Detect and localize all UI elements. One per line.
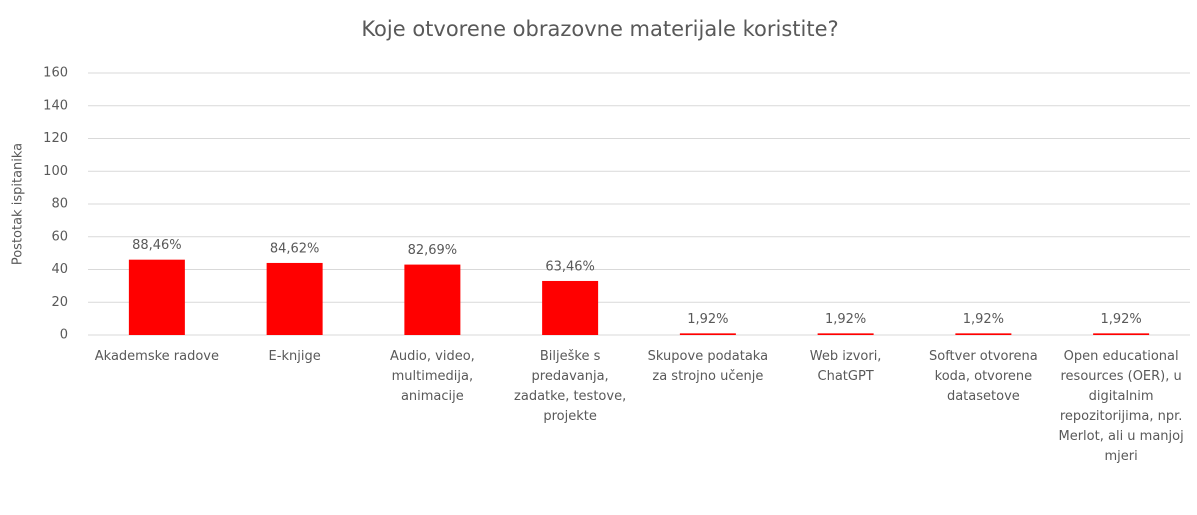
y-axis-label: Postotak ispitanika [11,143,26,265]
x-tick-label: Akademske radove [94,349,219,364]
data-label: 82,69% [408,243,458,258]
x-tick-label: Web izvori, ChatGPT [809,349,882,384]
bar [128,259,185,335]
data-label: 1,92% [825,312,866,327]
bar [1093,333,1150,335]
bar [266,262,323,335]
y-tick-label: 120 [43,131,68,146]
bar [404,264,461,335]
x-tick-label: Softver otvorena koda, otvorene dataseto… [928,349,1038,404]
y-tick-label: 40 [51,262,68,277]
bar [817,333,874,335]
y-tick-label: 20 [51,295,68,310]
x-tick-label: Bilješke s predavanja, zadatke, testove,… [514,349,627,424]
x-tick-label: E-knjige [268,349,321,364]
chart-title: Koje otvorene obrazovne materijale koris… [361,17,838,41]
data-label: 1,92% [687,312,728,327]
y-tick-label: 100 [43,164,68,179]
y-tick-label: 80 [51,197,68,212]
x-tick-label: Audio, video, multimedija, animacije [389,349,475,404]
x-tick-label: Skupove podataka za strojno učenje [647,349,769,384]
x-tick-label: Open educational resources (OER), u digi… [1058,349,1184,464]
y-tick-label: 160 [43,66,68,81]
data-label: 63,46% [545,259,595,274]
bar [955,333,1012,335]
data-label: 88,46% [132,238,182,253]
data-label: 1,92% [1100,312,1141,327]
y-tick-label: 60 [51,229,68,244]
bar [542,280,599,335]
bar [679,333,736,335]
data-label: 84,62% [270,241,320,256]
y-tick-label: 0 [60,328,68,343]
data-label: 1,92% [963,312,1004,327]
y-tick-label: 140 [43,98,68,113]
